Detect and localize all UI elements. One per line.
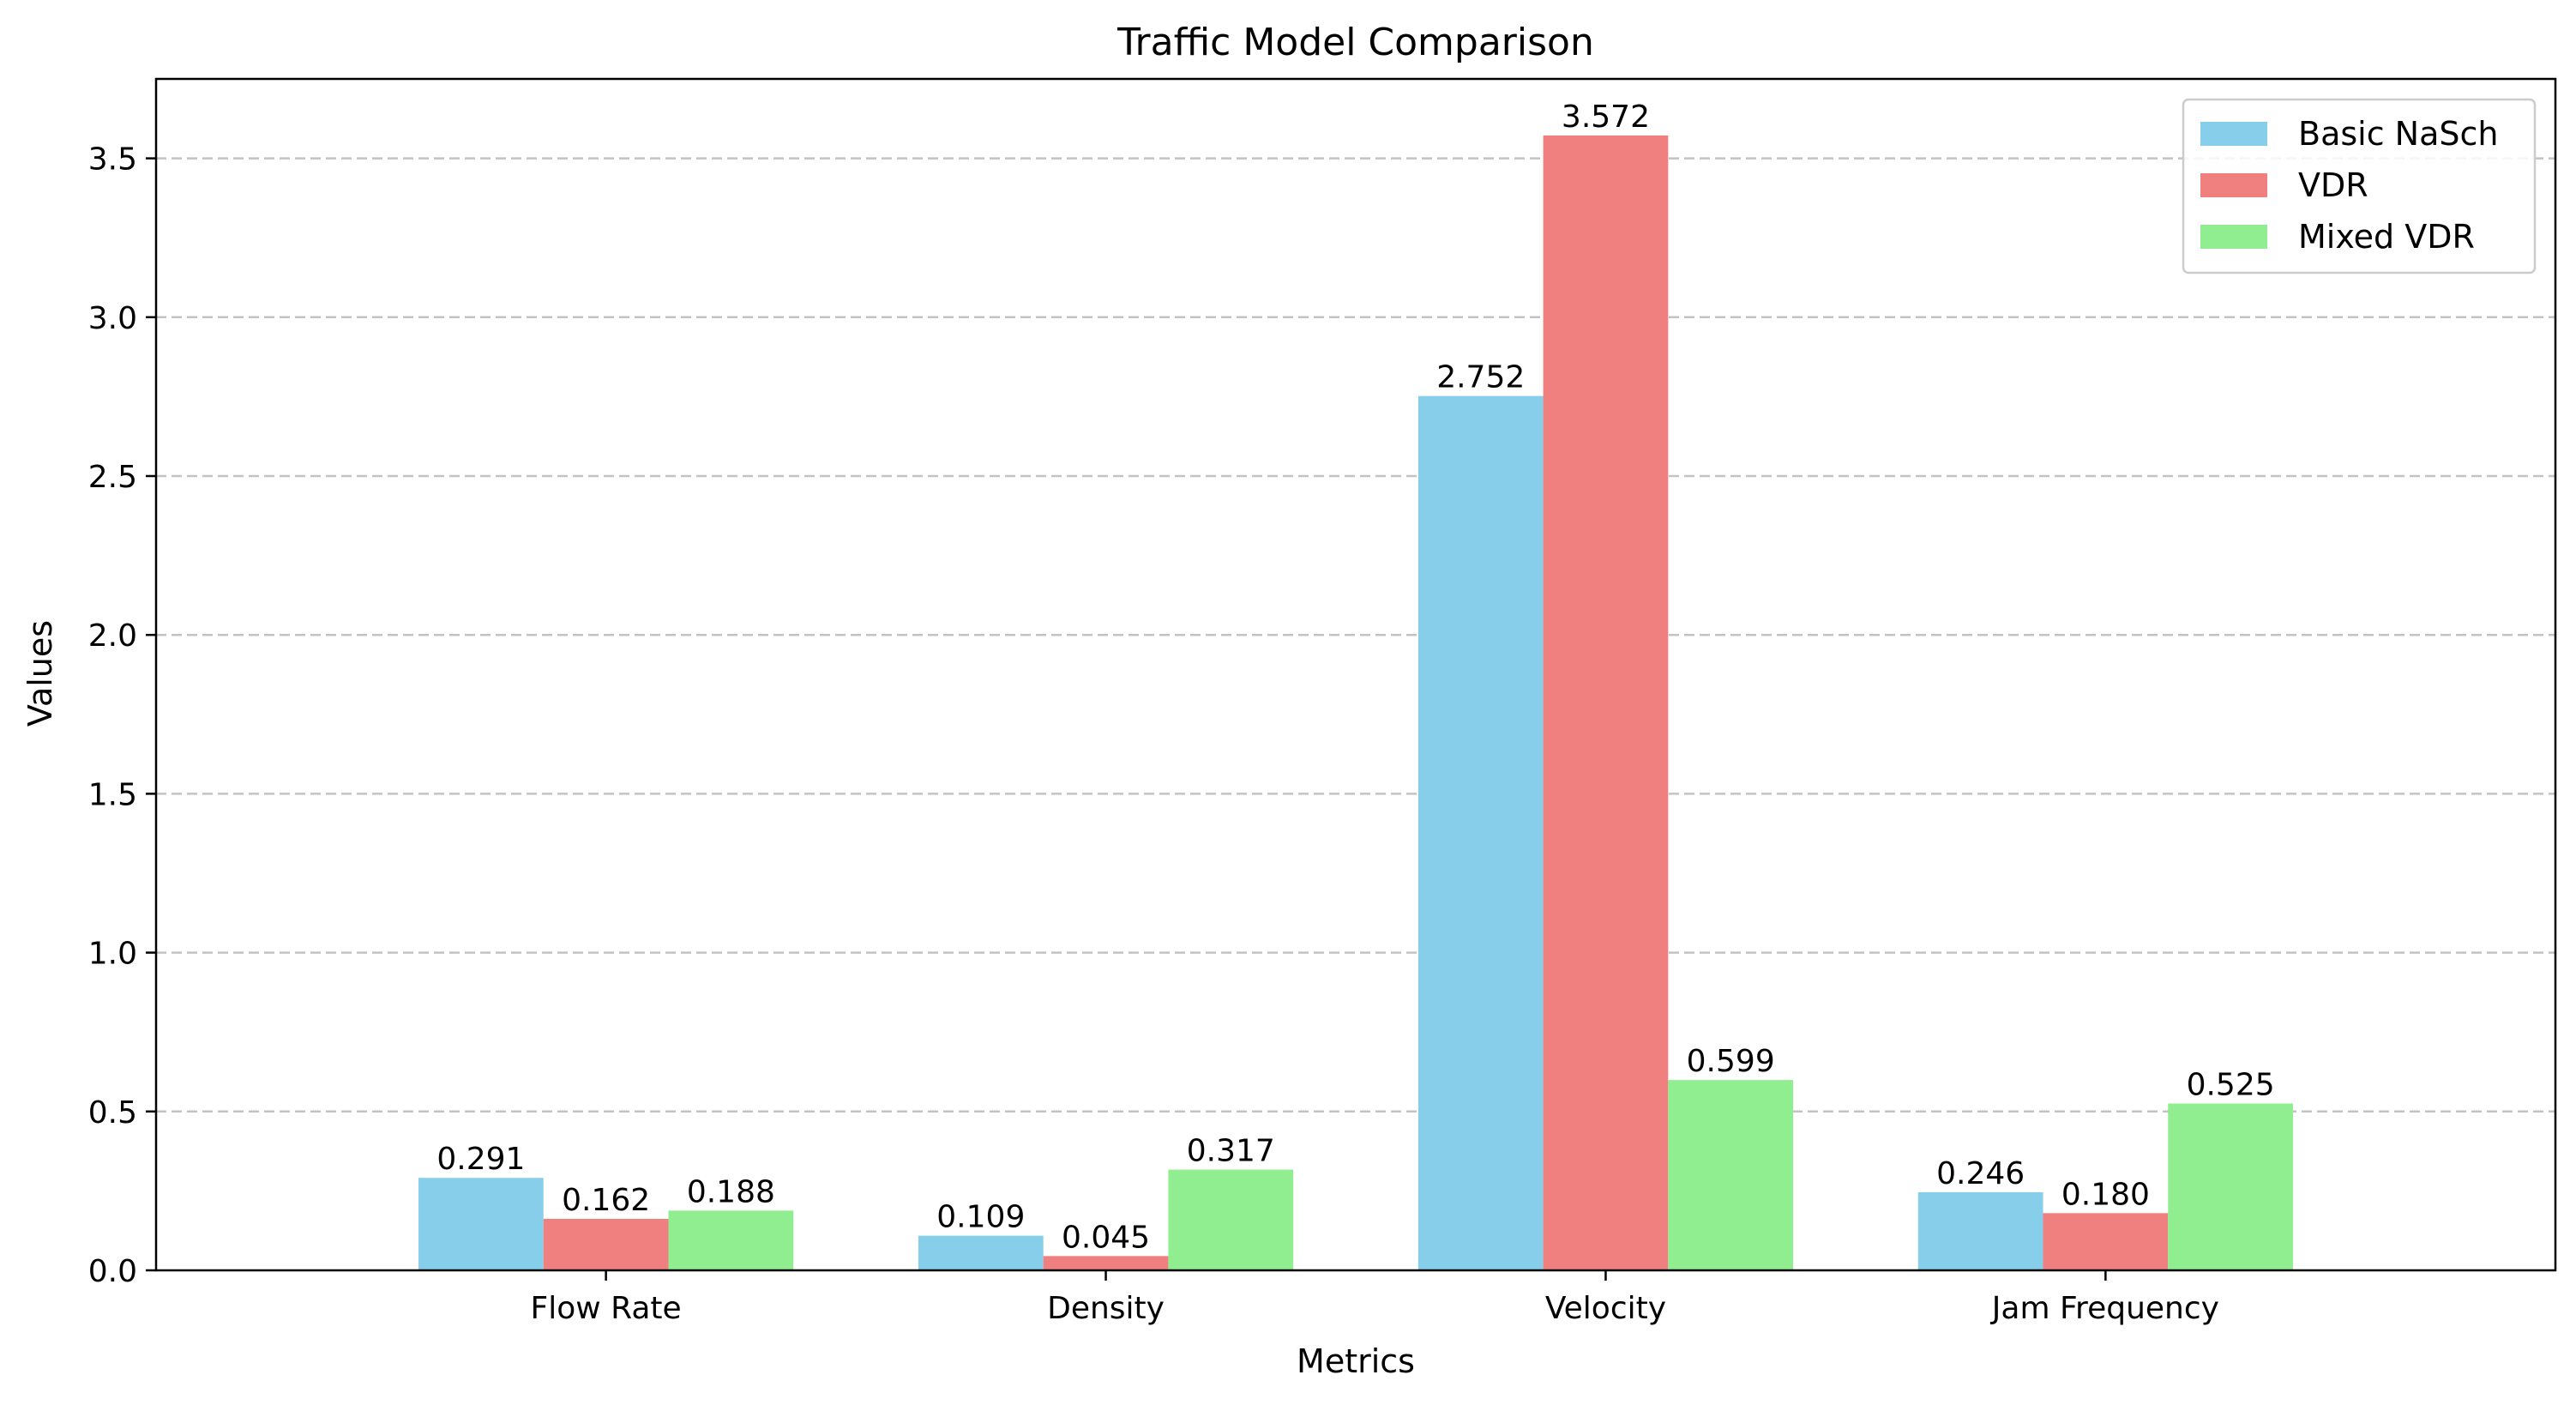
legend-swatch	[2200, 173, 2267, 197]
legend-box	[2182, 98, 2537, 274]
data-label: 2.752	[1436, 360, 1525, 395]
x-tick-label: Density	[1047, 1291, 1165, 1326]
y-tick-label: 3.0	[88, 301, 137, 336]
chart-title: Traffic Model Comparison	[1116, 21, 1594, 64]
x-axis-label: Metrics	[1297, 1342, 1415, 1380]
data-label: 0.291	[436, 1142, 525, 1177]
bar	[918, 1235, 1044, 1270]
y-tick-label: 0.5	[88, 1095, 137, 1131]
y-tick-label: 2.0	[88, 618, 137, 654]
y-tick-label: 3.5	[88, 142, 137, 178]
plot-frame	[154, 77, 2557, 1272]
data-label: 0.246	[1936, 1156, 2025, 1191]
x-tick-label: Flow Rate	[531, 1291, 682, 1326]
bar	[1043, 1256, 1169, 1270]
x-tick-label: Jam Frequency	[1990, 1291, 2219, 1326]
data-label: 0.317	[1187, 1134, 1275, 1169]
bar	[1543, 135, 1669, 1271]
bar	[2043, 1213, 2169, 1270]
data-label: 0.162	[562, 1183, 650, 1218]
data-label: 0.599	[1687, 1044, 1775, 1079]
data-labels: 0.291 0.109 2.752 0.246 0.162 0.045 3.572 0.180…	[436, 99, 2274, 1255]
bar	[668, 1210, 794, 1270]
bar	[1417, 395, 1544, 1271]
data-label: 0.525	[2187, 1068, 2275, 1103]
data-label: 0.180	[2061, 1177, 2150, 1212]
data-label: 0.045	[1062, 1220, 1150, 1255]
data-label: 0.109	[936, 1200, 1025, 1235]
y-tick-label: 1.5	[88, 777, 137, 812]
y-tick-label: 2.5	[88, 460, 137, 495]
legend: Basic NaSch VDR Mixed VDR	[2182, 98, 2537, 274]
y-tick-label: 0.0	[88, 1254, 137, 1289]
bar	[418, 1178, 544, 1270]
bar	[1917, 1191, 2043, 1270]
bar	[1168, 1169, 1294, 1270]
y-axis-label: Values	[21, 620, 59, 727]
x-tick-label: Velocity	[1545, 1291, 1666, 1326]
legend-label: VDR	[2298, 166, 2368, 204]
bar	[1668, 1080, 1794, 1270]
legend-swatch	[2200, 122, 2267, 146]
legend-label: Basic NaSch	[2298, 115, 2499, 153]
bar	[2168, 1103, 2293, 1270]
grid-lines	[156, 157, 2555, 1113]
legend-swatch	[2200, 225, 2267, 249]
legend-label: Mixed VDR	[2298, 218, 2475, 256]
bars	[418, 135, 2293, 1271]
data-label: 0.188	[687, 1174, 775, 1209]
y-axis: 0.0 0.5 1.0 1.5 2.0 2.5 3.0 3.5	[88, 142, 156, 1289]
data-label: 3.572	[1562, 99, 1650, 135]
x-axis: Flow Rate Density Velocity Jam Frequency	[531, 1270, 2219, 1326]
bar	[543, 1218, 669, 1270]
y-tick-label: 1.0	[88, 937, 137, 972]
